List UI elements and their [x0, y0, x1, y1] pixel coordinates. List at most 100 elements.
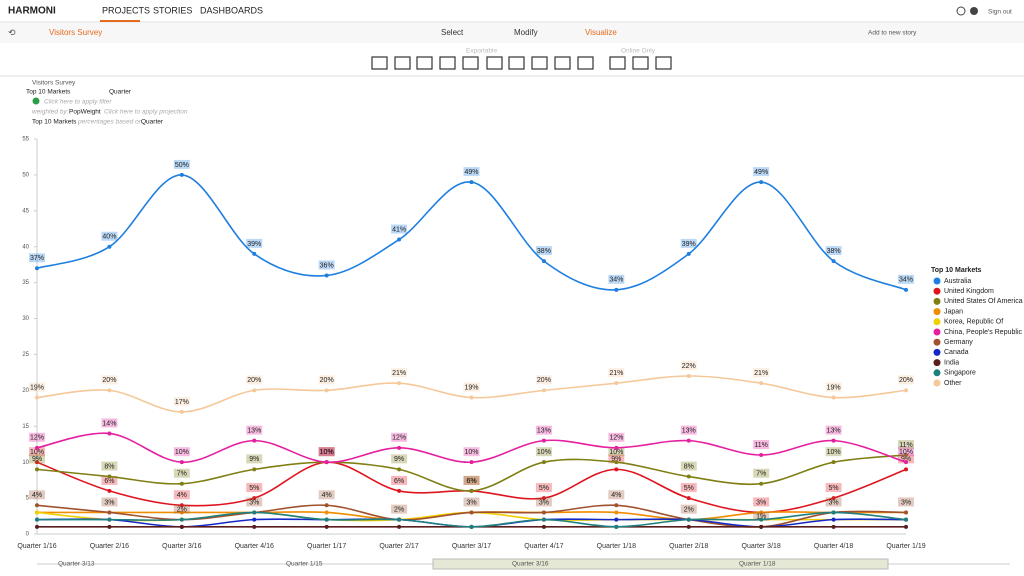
legend-label: Canada [944, 349, 969, 356]
data-label: 2% [684, 506, 694, 513]
point [252, 388, 257, 393]
theme-icon[interactable] [956, 6, 966, 16]
point [252, 496, 257, 501]
nav-stories[interactable]: STORIES [153, 5, 192, 15]
label-bg [535, 246, 552, 256]
col-var[interactable]: Quarter [109, 89, 132, 96]
point [107, 388, 112, 393]
point [614, 287, 619, 292]
point [831, 395, 836, 400]
data-label: 19% [827, 384, 841, 391]
data-label: 3% [104, 499, 114, 506]
filter-hint[interactable]: Click here to apply filter [44, 99, 112, 106]
point [324, 273, 329, 278]
project-name[interactable]: Visitors Survey [49, 28, 102, 37]
legend-label: Australia [944, 278, 971, 285]
label-bg [101, 231, 118, 241]
label-bg [753, 167, 770, 177]
add-story[interactable]: Add to new story [868, 30, 917, 37]
scroll-thumb[interactable] [432, 558, 889, 570]
data-label: 34% [899, 277, 913, 284]
scroll-label: Quarter 1/18 [739, 561, 776, 568]
label-bg [753, 440, 770, 449]
point [469, 395, 474, 400]
data-label: 20% [320, 377, 334, 384]
point [831, 496, 836, 501]
data-label: 13% [247, 427, 261, 434]
tool-icon [416, 56, 433, 70]
point [686, 517, 691, 522]
point [759, 453, 764, 457]
data-label: 21% [609, 370, 623, 377]
label-bg [753, 468, 770, 478]
projection-hint[interactable]: Click here to apply projection [104, 109, 188, 116]
nav-projects[interactable]: PROJECTS [102, 5, 150, 15]
history-icon[interactable]: ⟲ [8, 27, 16, 37]
label-bg [463, 167, 480, 177]
basis-var: Top 10 Markets [32, 119, 77, 126]
label-bg [608, 274, 625, 284]
y-tick-label: 10 [22, 460, 29, 466]
point [686, 524, 691, 529]
nav-dashboards[interactable]: DASHBOARDS [200, 5, 263, 15]
row-var[interactable]: Top 10 Markets [26, 89, 71, 96]
tool-icon [554, 56, 571, 70]
label-bg [101, 497, 118, 507]
label-bg [463, 447, 480, 457]
sign-out[interactable]: Sign out [988, 9, 1012, 16]
label-bg [391, 454, 408, 464]
label-bg [318, 447, 335, 457]
line [36, 174, 907, 291]
y-tick-label: 55 [22, 137, 29, 143]
add-filter-icon[interactable] [32, 97, 40, 105]
x-tick-label: Quarter 2/17 [379, 543, 418, 550]
data-label: 12% [609, 435, 623, 442]
data-label: 9% [249, 456, 259, 463]
tool-icon [394, 56, 411, 70]
mode-visualize[interactable]: Visualize [585, 28, 617, 37]
exportable-label: Exportable [466, 48, 497, 55]
user-icon[interactable] [970, 7, 978, 15]
point [831, 510, 836, 515]
y-tick-label: 45 [22, 208, 29, 214]
legend-label: India [944, 359, 959, 366]
point [252, 524, 257, 529]
label-bg [898, 497, 914, 507]
mode-modify[interactable]: Modify [514, 28, 538, 37]
y-tick-label: 20 [22, 388, 29, 394]
point [759, 524, 764, 529]
label-bg [318, 260, 335, 270]
data-label: 17% [175, 399, 189, 406]
data-label: 49% [754, 169, 768, 176]
point [686, 474, 691, 479]
label-bg [29, 490, 45, 500]
x-tick-label: Quarter 4/17 [524, 543, 563, 550]
point [107, 244, 112, 249]
data-label: 20% [102, 377, 116, 384]
point [35, 460, 39, 465]
label-bg [898, 440, 914, 449]
point [35, 395, 39, 400]
label-bg [825, 382, 842, 392]
data-label: 7% [756, 471, 766, 478]
label-bg [898, 447, 914, 457]
point [35, 445, 39, 450]
sub-bar [0, 23, 1024, 43]
legend-swatch [933, 369, 941, 377]
scroll-label: Quarter 3/16 [512, 561, 549, 568]
data-label: 20% [899, 377, 913, 384]
point [35, 503, 39, 508]
point [179, 409, 184, 414]
legend-swatch [933, 287, 941, 295]
point [614, 445, 619, 450]
mode-select[interactable]: Select [441, 28, 464, 37]
data-label: 49% [464, 169, 478, 176]
legend-label: United States Of America [944, 298, 1023, 305]
label-bg [318, 375, 335, 385]
label-bg [246, 497, 263, 507]
data-label: 39% [682, 241, 696, 248]
point [179, 172, 184, 177]
label-bg [825, 497, 842, 507]
point [469, 460, 474, 465]
line [36, 504, 907, 528]
